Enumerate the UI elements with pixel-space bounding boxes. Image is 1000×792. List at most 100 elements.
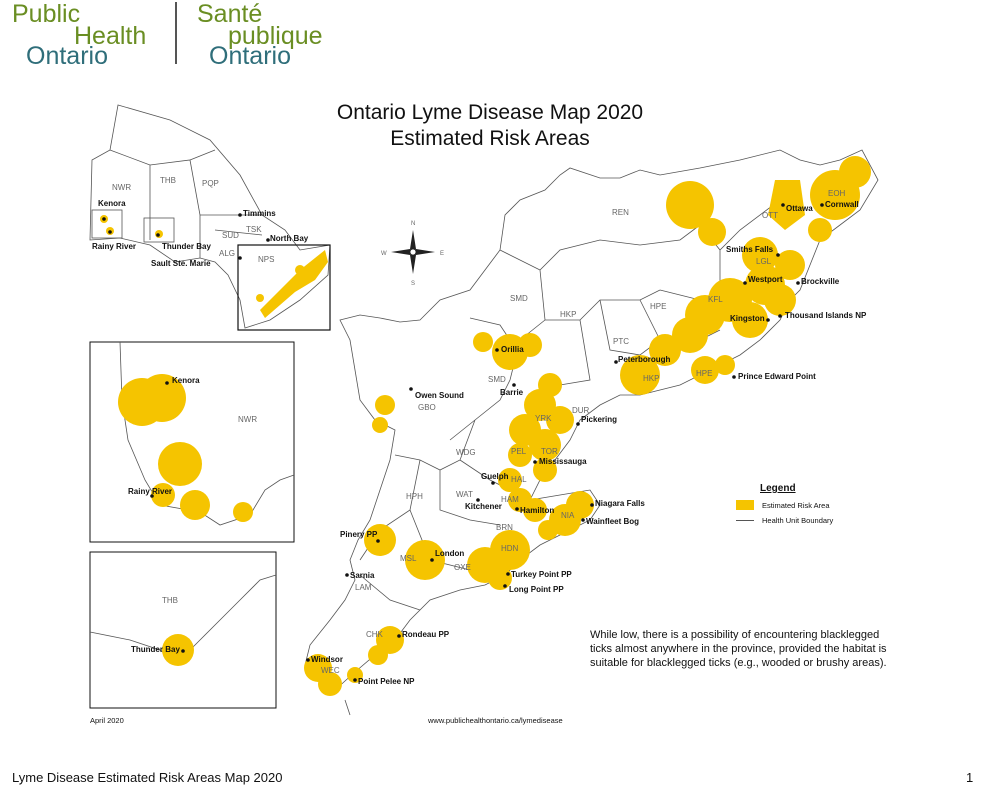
- legend-title: Legend: [760, 483, 796, 494]
- label-windsor: Windsor: [311, 655, 343, 664]
- label-niagara-falls: Niagara Falls: [595, 499, 645, 508]
- label-cornwall: Cornwall: [825, 200, 859, 209]
- inset-thunderbay-frame: [89, 551, 277, 709]
- legend-boundary: Health Unit Boundary: [736, 516, 833, 525]
- hu-hkp: HKP: [560, 310, 576, 319]
- compass-e: E: [440, 251, 444, 257]
- inset-kenora-frame: [89, 341, 295, 543]
- label-rondeau: Rondeau PP: [402, 630, 450, 639]
- logo-divider: [175, 2, 177, 64]
- label-sault: Sault Ste. Marie: [151, 259, 211, 268]
- hu-wec: WEC: [321, 666, 340, 675]
- legend-boundary-line: [736, 520, 754, 521]
- compass-w: W: [381, 251, 387, 257]
- hu-alg: ALG: [219, 249, 235, 258]
- hu-hdn: HDN: [501, 544, 519, 553]
- legend-risk-area: Estimated Risk Area: [736, 500, 830, 510]
- map-title-line2: Estimated Risk Areas: [390, 127, 590, 150]
- public-health-ontario-logo: Public Health Ontario Santé publique Ont…: [12, 0, 372, 70]
- label-timmins: Timmins: [243, 209, 276, 218]
- logo-fr-line3: Ontario: [209, 42, 291, 70]
- hu-eoh: EOH: [828, 189, 846, 198]
- label-pickering: Pickering: [581, 415, 617, 424]
- label-london: London: [435, 549, 464, 558]
- label-sarnia: Sarnia: [350, 571, 375, 580]
- map-note: While low, there is a possibility of enc…: [590, 629, 887, 669]
- logo-en-line1: Public: [12, 0, 81, 28]
- hu-tor: TOR: [541, 447, 558, 456]
- label-turkey-point: Turkey Point PP: [511, 570, 572, 579]
- hu-hpe: HPE: [650, 302, 666, 311]
- label-long-point: Long Point PP: [509, 585, 564, 594]
- label-barrie: Barrie: [500, 388, 524, 397]
- hu-smd: SMD: [510, 294, 528, 303]
- page-number: 1: [966, 770, 974, 785]
- hu-gbo: GBO: [418, 403, 436, 412]
- hu-tsk: TSK: [246, 225, 262, 234]
- hu-lam: LAM: [355, 583, 372, 592]
- label-thunder-bay-overview: Thunder Bay: [162, 242, 211, 251]
- hu-hph: HPH: [406, 492, 423, 501]
- hu-thb-overview: THB: [160, 176, 176, 185]
- label-prince-edward: Prince Edward Point: [738, 372, 816, 381]
- overview-inset-box-thunderbay: [143, 217, 175, 243]
- hu-msl: MSL: [400, 554, 417, 563]
- map-title-line1: Ontario Lyme Disease Map 2020: [336, 101, 644, 124]
- label-hamilton: Hamilton: [520, 506, 554, 515]
- legend-boundary-label: Health Unit Boundary: [762, 516, 834, 525]
- map-date: April 2020: [90, 716, 124, 725]
- hu-nwr-inset: NWR: [238, 415, 257, 424]
- hu-brn: BRN: [496, 523, 513, 532]
- logo-fr-line2: publique: [228, 22, 323, 50]
- southern-ontario-outline: [304, 149, 879, 691]
- label-rainy-river-overview: Rainy River: [92, 242, 136, 251]
- hu-lgl: LGL: [756, 257, 772, 266]
- label-ottawa: Ottawa: [786, 204, 813, 213]
- hu-nps: NPS: [258, 255, 274, 264]
- hu-ham: HAM: [501, 495, 519, 504]
- label-kenora-inset: Kenora: [172, 376, 200, 385]
- hu-kfl: KFL: [708, 295, 723, 304]
- hu-sud: SUD: [222, 231, 239, 240]
- label-point-pelee: Point Pelee NP: [358, 677, 415, 686]
- hu-hkp-2: HKP: [643, 374, 659, 383]
- legend-risk-label: Estimated Risk Area: [762, 500, 830, 510]
- hu-chk: CHK: [366, 630, 384, 639]
- hu-oxe: OXE: [454, 563, 471, 572]
- label-north-bay: North Bay: [270, 234, 309, 243]
- label-wainfleet: Wainfleet Bog: [586, 517, 639, 526]
- logo-en-line2: Health: [74, 22, 147, 50]
- label-guelph: Guelph: [481, 472, 509, 481]
- hu-ren: REN: [612, 208, 629, 217]
- hu-pel: PEL: [511, 447, 527, 456]
- compass-s: S: [411, 281, 415, 287]
- compass-rose: [391, 230, 435, 274]
- hu-yrk: YRK: [535, 414, 552, 423]
- legend-risk-swatch: [736, 500, 754, 510]
- map-url: www.publichealthontario.ca/lymedisease: [428, 716, 563, 725]
- label-rainy-river-inset: Rainy River: [128, 487, 172, 496]
- hu-ott: OTT: [762, 211, 778, 220]
- compass-n: N: [411, 221, 415, 227]
- hu-wdg: WDG: [456, 448, 476, 457]
- logo-en-line3: Ontario: [26, 42, 108, 70]
- label-smiths-falls: Smiths Falls: [726, 245, 774, 254]
- hu-nwr-overview: NWR: [112, 183, 131, 192]
- label-orillia: Orillia: [501, 345, 524, 354]
- label-thunder-bay-inset: Thunder Bay: [131, 645, 180, 654]
- label-mississauga: Mississauga: [539, 457, 587, 466]
- label-owen-sound: Owen Sound: [415, 391, 464, 400]
- hu-wat: WAT: [456, 490, 473, 499]
- hu-nia: NIA: [561, 511, 575, 520]
- hu-smd-2: SMD: [488, 375, 506, 384]
- hu-dur: DUR: [572, 406, 590, 415]
- label-kenora-overview: Kenora: [98, 199, 126, 208]
- page-caption: Lyme Disease Estimated Risk Areas Map 20…: [12, 770, 283, 785]
- hu-hpe-2: HPE: [696, 369, 712, 378]
- overview-inset-box-kenora: [91, 209, 123, 239]
- label-thousand-islands: Thousand Islands NP: [785, 311, 867, 320]
- label-kingston: Kingston: [730, 314, 765, 323]
- label-pinery: Pinery PP: [340, 530, 378, 539]
- label-kitchener: Kitchener: [465, 502, 502, 511]
